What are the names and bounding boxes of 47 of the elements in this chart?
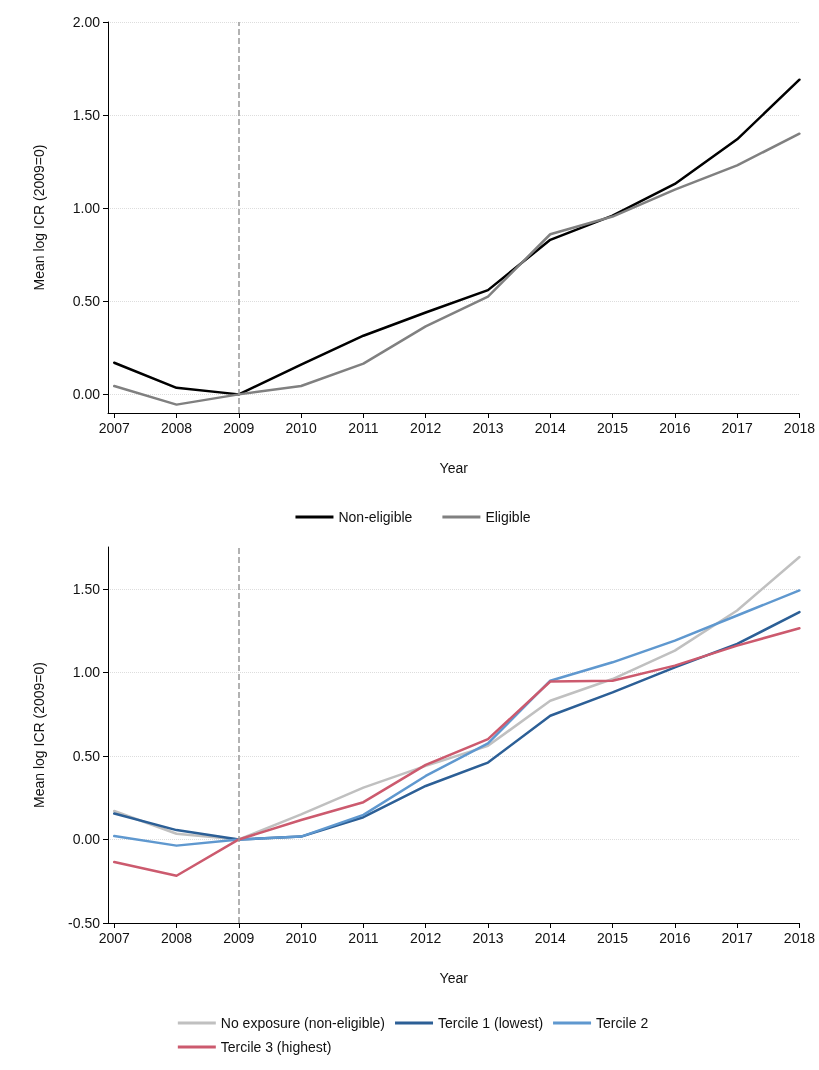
- x-tick-label: 2009: [223, 420, 255, 436]
- y-tick-label: 1.00: [72, 200, 101, 217]
- x-tick-label: 2010: [285, 420, 317, 436]
- x-tick-label: 2010: [285, 930, 317, 946]
- x-tick-label: 2008: [160, 420, 193, 436]
- x-tick-label: 2018: [783, 930, 816, 946]
- legend-label: Tercile 1 (lowest): [438, 1015, 544, 1031]
- x-tick-label: 2013: [472, 930, 504, 946]
- x-tick-label: 2009: [223, 930, 255, 946]
- x-tick-label: 2015: [596, 420, 629, 436]
- y-tick-label: 0.00: [72, 386, 101, 403]
- x-tick-label: 2014: [534, 420, 567, 436]
- legend-label: Tercile 3 (highest): [220, 1039, 332, 1055]
- x-tick-label: 2007: [98, 420, 131, 436]
- legend-label: Tercile 2: [596, 1015, 649, 1031]
- x-tick-label: 2012: [410, 930, 442, 946]
- x-tick-label: 2016: [659, 420, 691, 436]
- x-tick-label: 2011: [348, 420, 379, 436]
- legend-label: Eligible: [485, 509, 531, 525]
- x-tick-label: 2018: [783, 420, 816, 436]
- x-tick-label: 2015: [596, 930, 629, 946]
- x-tick-label: 2007: [98, 930, 131, 946]
- y-tick-label: 1.50: [72, 580, 101, 597]
- x-tick-label: 2013: [472, 420, 504, 436]
- x-tick-label: 2014: [534, 930, 567, 946]
- x-tick-label: 2008: [160, 930, 193, 946]
- line-series: [112, 132, 801, 406]
- x-tick-label: 2016: [659, 930, 691, 946]
- legend-label: No exposure (non-eligible): [220, 1015, 386, 1031]
- y-axis-title: Mean log ICR (2009=0): [31, 144, 47, 291]
- x-axis-title: Year: [439, 460, 469, 476]
- y-tick-label: 2.00: [72, 14, 101, 30]
- y-tick-label: -0.50: [68, 915, 101, 931]
- line-series: [112, 78, 801, 396]
- y-axis-title: Mean log ICR (2009=0): [31, 662, 47, 808]
- x-tick-label: 2017: [721, 930, 753, 946]
- y-tick-label: 0.00: [72, 831, 101, 848]
- y-tick-label: 0.50: [72, 747, 101, 764]
- x-tick-label: 2012: [410, 420, 442, 436]
- y-tick-label: 1.00: [72, 664, 101, 681]
- legend-label: Non-eligible: [338, 509, 413, 525]
- x-tick-label: 2017: [721, 420, 753, 436]
- y-tick-label: 1.50: [72, 107, 101, 124]
- x-tick-label: 2011: [348, 930, 379, 946]
- line-series: [112, 626, 801, 877]
- y-tick-label: 0.50: [72, 293, 101, 310]
- x-axis-title: Year: [439, 970, 469, 986]
